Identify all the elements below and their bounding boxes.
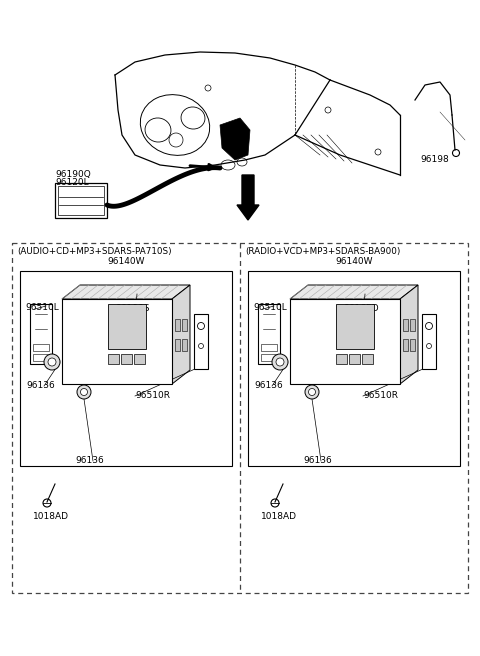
Bar [422, 314, 436, 369]
Bar [175, 319, 180, 331]
Bar [290, 299, 400, 384]
Text: 96136: 96136 [303, 456, 332, 465]
Bar [62, 299, 172, 384]
Text: 96190Q: 96190Q [55, 170, 91, 179]
Circle shape [309, 388, 315, 396]
Circle shape [305, 385, 319, 399]
Bar [182, 319, 187, 331]
Bar [134, 354, 145, 364]
Bar [182, 339, 187, 351]
Text: 96136: 96136 [26, 381, 55, 390]
Bar [336, 354, 347, 364]
Polygon shape [290, 285, 418, 299]
Text: 96140W: 96140W [335, 257, 373, 266]
Bar [410, 319, 415, 331]
Text: 96165D: 96165D [343, 304, 379, 313]
Bar [55, 183, 107, 218]
Text: 96100S: 96100S [115, 304, 149, 313]
Polygon shape [172, 285, 190, 384]
Bar [248, 271, 460, 466]
Circle shape [81, 388, 87, 396]
Text: 96510R: 96510R [135, 391, 170, 400]
Bar [30, 304, 52, 364]
Bar [261, 344, 277, 351]
Bar [175, 339, 180, 351]
Circle shape [48, 358, 56, 366]
Text: 1018AD: 1018AD [33, 512, 69, 521]
Text: 96198: 96198 [420, 155, 449, 164]
Bar [20, 271, 232, 466]
Bar [121, 354, 132, 364]
Text: (AUDIO+CD+MP3+SDARS-PA710S): (AUDIO+CD+MP3+SDARS-PA710S) [17, 247, 172, 256]
Bar [258, 304, 280, 364]
Text: 96510L: 96510L [253, 303, 287, 312]
Bar [403, 319, 408, 331]
Bar [261, 354, 277, 361]
Bar [336, 304, 374, 349]
Circle shape [44, 354, 60, 370]
Text: 96510L: 96510L [25, 303, 59, 312]
Bar [403, 339, 408, 351]
Text: (RADIO+VCD+MP3+SDARS-BA900): (RADIO+VCD+MP3+SDARS-BA900) [245, 247, 400, 256]
Text: 96136: 96136 [75, 456, 104, 465]
Text: 96120L: 96120L [55, 178, 89, 187]
Text: 96140W: 96140W [107, 257, 145, 266]
Bar [33, 354, 49, 361]
Circle shape [276, 358, 284, 366]
Bar [108, 354, 119, 364]
Bar [33, 344, 49, 351]
Bar [194, 314, 208, 369]
Bar [108, 304, 146, 349]
Bar [410, 339, 415, 351]
FancyArrow shape [237, 175, 259, 220]
Polygon shape [400, 285, 418, 384]
Circle shape [77, 385, 91, 399]
Bar [349, 354, 360, 364]
Polygon shape [62, 285, 190, 299]
Text: 96136: 96136 [254, 381, 283, 390]
Text: 96510R: 96510R [363, 391, 398, 400]
Bar [12, 243, 468, 593]
Polygon shape [220, 118, 250, 160]
Circle shape [43, 499, 51, 507]
Bar [58, 186, 104, 215]
Circle shape [272, 354, 288, 370]
Circle shape [271, 499, 279, 507]
Bar [362, 354, 373, 364]
Text: 1018AD: 1018AD [261, 512, 297, 521]
